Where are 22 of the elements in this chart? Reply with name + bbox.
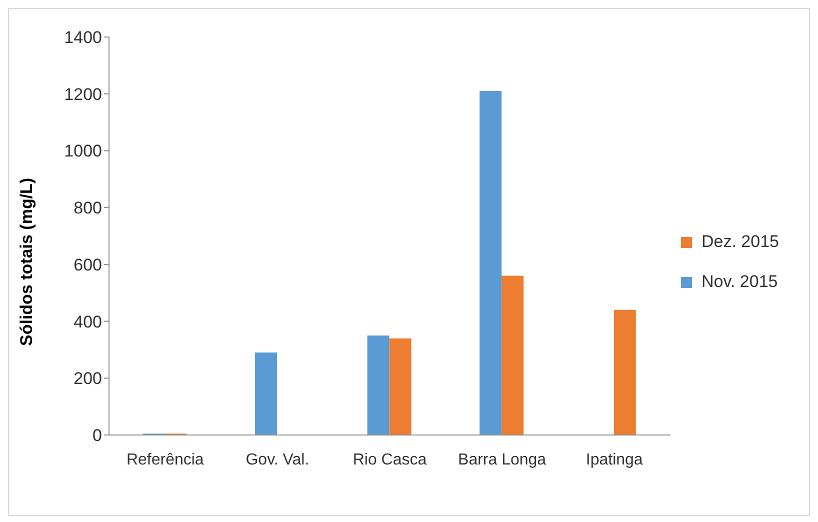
bar — [254, 352, 277, 435]
y-tick-label: 1400 — [64, 28, 102, 48]
y-tick-label: 600 — [74, 255, 102, 274]
bar — [480, 91, 502, 435]
y-tick-label: 0 — [92, 426, 102, 446]
y-tick-label: 1000 — [64, 142, 102, 161]
legend-label: Nov. 2015 — [702, 272, 778, 291]
x-tick-label: Referência — [126, 451, 204, 468]
y-tick-label: 1200 — [64, 84, 102, 104]
y-tick-label: 400 — [74, 312, 102, 332]
y-tick-label: 800 — [74, 198, 102, 218]
x-tick-label: Barra Longa — [458, 451, 546, 468]
legend-label: Dez. 2015 — [702, 232, 779, 251]
x-tick-label: Ipatinga — [586, 451, 643, 468]
x-tick-label: Gov. Val. — [246, 451, 310, 468]
bar — [614, 310, 636, 435]
bar — [367, 336, 390, 435]
y-tick-label: 200 — [74, 369, 102, 388]
bar — [389, 338, 412, 435]
y-axis-title: Sólidos totais (mg/L) — [17, 178, 36, 346]
bar — [502, 276, 524, 435]
x-tick-label: Rio Casca — [352, 451, 427, 468]
